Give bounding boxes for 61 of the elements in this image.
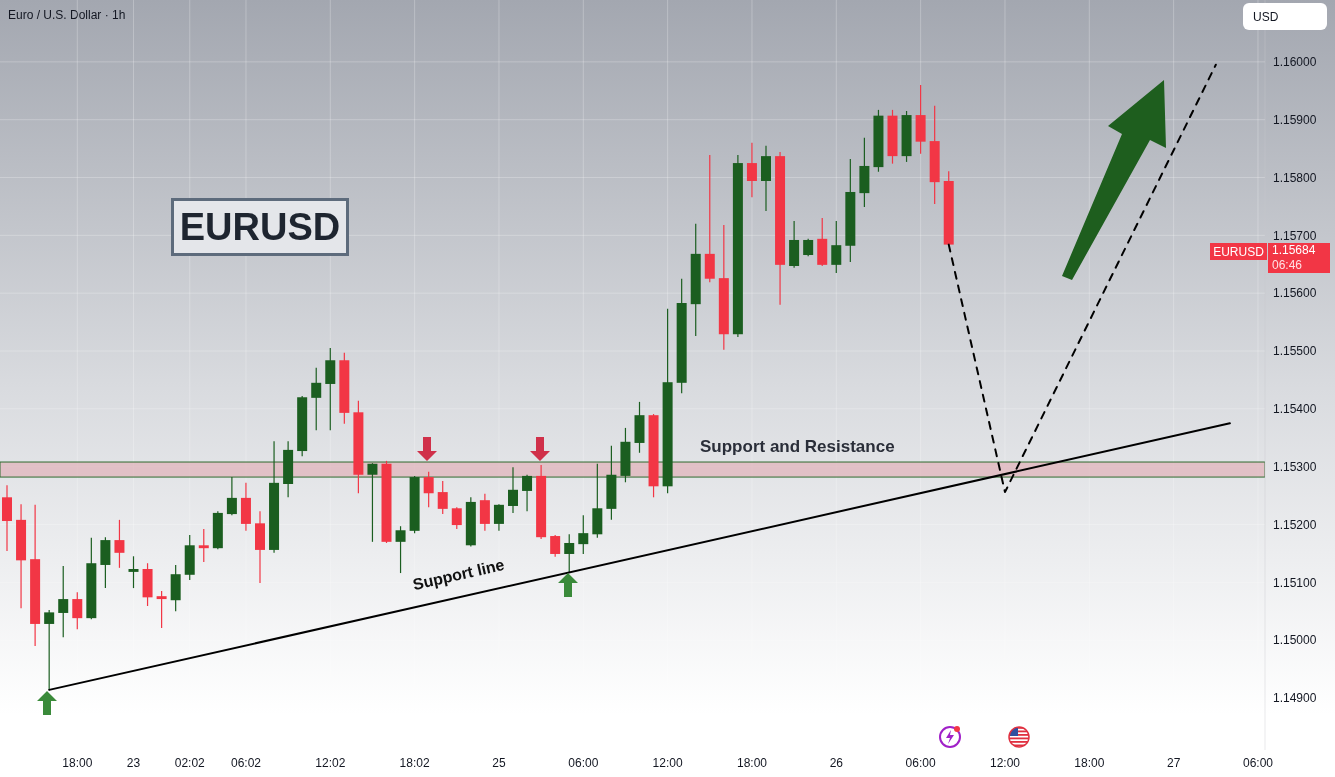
y-tick-label: 1.15500 xyxy=(1273,344,1317,359)
x-tick-label: 26 xyxy=(829,755,844,770)
x-tick-label: 23 xyxy=(126,755,141,770)
y-tick-label: 1.14900 xyxy=(1273,691,1317,706)
candlestick xyxy=(198,528,209,563)
text: Euro / U.S. Dollar · 1h xyxy=(8,8,126,22)
candlestick xyxy=(831,220,842,274)
candlestick xyxy=(2,484,12,552)
candlestick xyxy=(367,462,378,543)
y-tick-label: 1.15300 xyxy=(1273,459,1317,474)
x-tick-label: 06:00 xyxy=(1242,755,1274,770)
x-tick-label: 12:00 xyxy=(652,755,683,770)
band-label: Support and Resistance xyxy=(700,437,895,457)
annotation: EURUSD xyxy=(171,198,349,256)
annotation: EURUSD xyxy=(1210,243,1267,260)
candlestick xyxy=(508,466,518,514)
y-tick-label: 1.15000 xyxy=(1273,633,1317,648)
candlestick xyxy=(522,474,533,512)
candlestick xyxy=(437,480,448,515)
y-tick-label: 1.15400 xyxy=(1273,402,1317,417)
currency-button: USD xyxy=(1243,3,1327,30)
annotation: Support line xyxy=(411,555,507,595)
text: 1.15684 xyxy=(1268,243,1330,258)
x-tick-label: 18:00 xyxy=(1074,755,1105,770)
candlestick xyxy=(114,519,125,569)
candlestick xyxy=(493,503,504,532)
y-tick-label: 1.16000 xyxy=(1273,55,1317,70)
candlestick xyxy=(226,476,237,516)
candlestick xyxy=(156,590,167,629)
candlestick xyxy=(395,525,406,574)
x-tick-label: 02:02 xyxy=(174,755,206,770)
candlestick xyxy=(311,367,322,431)
y-tick-label: 1.15600 xyxy=(1273,286,1317,301)
candlestick xyxy=(423,471,434,508)
x-tick-label: 18:00 xyxy=(62,755,93,770)
text: 06:46 xyxy=(1268,258,1330,273)
candlestick xyxy=(564,533,575,574)
candlestick xyxy=(451,506,462,530)
candlestick xyxy=(58,565,69,638)
x-tick-label: 06:00 xyxy=(905,755,936,770)
x-tick-label: 12:00 xyxy=(989,755,1021,770)
y-tick-label: 1.15100 xyxy=(1273,575,1317,590)
x-tick-label: 06:00 xyxy=(568,755,599,770)
y-tick-label: 1.15800 xyxy=(1273,170,1317,185)
y-tick-label: 1.15900 xyxy=(1273,112,1317,127)
candlestick xyxy=(128,555,139,589)
y-tick-label: 1.15700 xyxy=(1273,228,1317,243)
y-tick-label: 1.15200 xyxy=(1273,517,1317,532)
candlestick xyxy=(479,493,490,532)
x-tick-label: 18:02 xyxy=(399,755,430,770)
x-tick-label: 25 xyxy=(492,755,506,770)
candlestick xyxy=(746,142,757,198)
candlestick xyxy=(578,514,589,555)
candlestick xyxy=(44,609,55,691)
x-tick-label: 06:02 xyxy=(230,755,262,770)
candlestick xyxy=(72,591,83,630)
x-tick-label: 18:00 xyxy=(736,755,768,770)
x-tick-label: 27 xyxy=(1166,755,1181,770)
x-tick-label: 12:02 xyxy=(315,755,346,770)
candlestick xyxy=(325,347,336,431)
candlestick xyxy=(550,534,561,558)
